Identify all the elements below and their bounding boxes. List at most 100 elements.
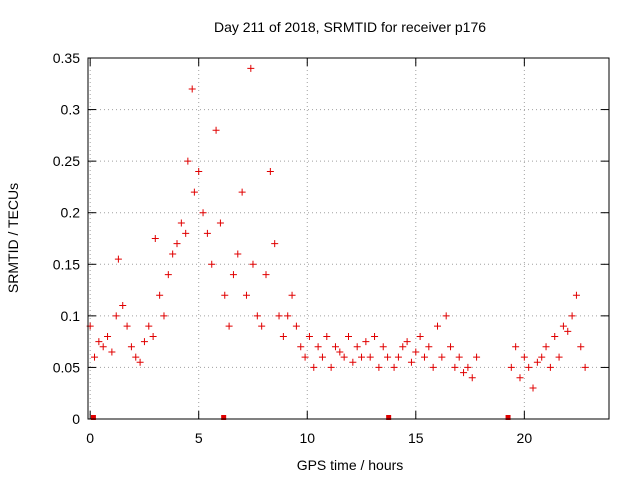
gap-markers (90, 415, 511, 420)
gap-marker (90, 415, 96, 420)
data-point (151, 235, 159, 242)
data-point (407, 358, 415, 366)
data-point (420, 353, 428, 361)
gap-marker (221, 415, 227, 420)
data-point (164, 271, 172, 279)
data-point (297, 343, 305, 351)
data-point (104, 332, 112, 340)
x-tick-label: 0 (86, 430, 94, 446)
data-point (127, 343, 135, 351)
data-point (455, 353, 463, 361)
y-tick-label: 0 (72, 411, 80, 427)
data-point (327, 363, 335, 371)
data-point (136, 358, 144, 366)
data-point (438, 353, 446, 361)
x-tick-label: 10 (299, 430, 315, 446)
y-tick-label: 0.25 (53, 153, 80, 169)
data-point (345, 332, 352, 340)
data-point (275, 312, 283, 320)
data-point (564, 327, 572, 335)
y-tick-label: 0.2 (61, 205, 81, 221)
data-point (212, 126, 220, 134)
data-point (473, 353, 481, 361)
data-point (310, 363, 318, 371)
data-point (507, 363, 515, 371)
data-point (468, 374, 476, 382)
data-point (384, 353, 392, 361)
data-point (318, 353, 326, 361)
data-point (525, 363, 533, 371)
y-tick-label: 0.1 (61, 308, 81, 324)
data-point (119, 302, 127, 310)
data-point (108, 348, 116, 356)
data-point (403, 338, 411, 346)
data-point (262, 271, 270, 279)
data-point (429, 363, 437, 371)
data-point (169, 250, 177, 258)
data-point (188, 85, 196, 93)
data-point (208, 260, 216, 268)
data-point (375, 363, 383, 371)
data-point (123, 322, 131, 330)
data-point (112, 312, 120, 320)
data-point (91, 353, 99, 361)
data-point (216, 219, 224, 227)
data-point (412, 348, 420, 356)
data-point (288, 291, 296, 299)
data-point (253, 312, 261, 320)
plot-frame (87, 57, 610, 420)
data-point (572, 291, 580, 299)
data-point (425, 343, 433, 351)
y-tick-label: 0.35 (53, 50, 80, 66)
gap-marker (386, 415, 392, 420)
data-point (225, 322, 233, 330)
data-point (533, 358, 541, 366)
data-point (542, 343, 550, 351)
data-point (184, 157, 192, 165)
y-axis-ticks: 0 0.05 0.1 0.15 0.2 0.25 0.3 0.35 (53, 50, 609, 427)
data-point (559, 322, 567, 330)
data-point (331, 343, 339, 351)
data-point (234, 250, 242, 258)
data-point (199, 209, 207, 217)
data-point (99, 343, 107, 351)
data-point (160, 312, 168, 320)
data-point (551, 332, 559, 340)
chart-title: Day 211 of 2018, SRMTID for receiver p17… (214, 19, 486, 35)
data-point (229, 271, 237, 279)
data-point (195, 167, 203, 175)
data-point (555, 353, 563, 361)
data-point (512, 343, 520, 351)
data-point (581, 363, 589, 371)
x-tick-label: 20 (517, 430, 533, 446)
data-point (284, 312, 292, 320)
data-point (258, 322, 266, 330)
data-point (203, 229, 211, 237)
data-point (366, 353, 374, 361)
y-tick-label: 0.15 (53, 256, 80, 272)
data-point (292, 322, 300, 330)
data-point (520, 353, 528, 361)
data-point (279, 332, 287, 340)
x-tick-label: 15 (408, 430, 424, 446)
x-axis-label: GPS time / hours (297, 457, 404, 473)
data-point (399, 343, 407, 351)
y-axis-label: SRMTID / TECUs (5, 183, 21, 293)
data-point (182, 229, 190, 237)
data-point (177, 219, 185, 227)
data-point (538, 353, 546, 361)
gap-marker (505, 415, 511, 420)
data-point (266, 167, 274, 175)
data-point (242, 291, 250, 299)
data-point (95, 338, 103, 346)
data-point (247, 64, 255, 72)
data-point (340, 353, 348, 361)
x-axis-ticks: 0 5 10 15 20 (86, 58, 532, 446)
data-point (132, 353, 140, 361)
data-point (568, 312, 576, 320)
data-point (358, 353, 366, 361)
data-point (379, 343, 387, 351)
data-point (249, 260, 257, 268)
data-point (336, 348, 344, 356)
